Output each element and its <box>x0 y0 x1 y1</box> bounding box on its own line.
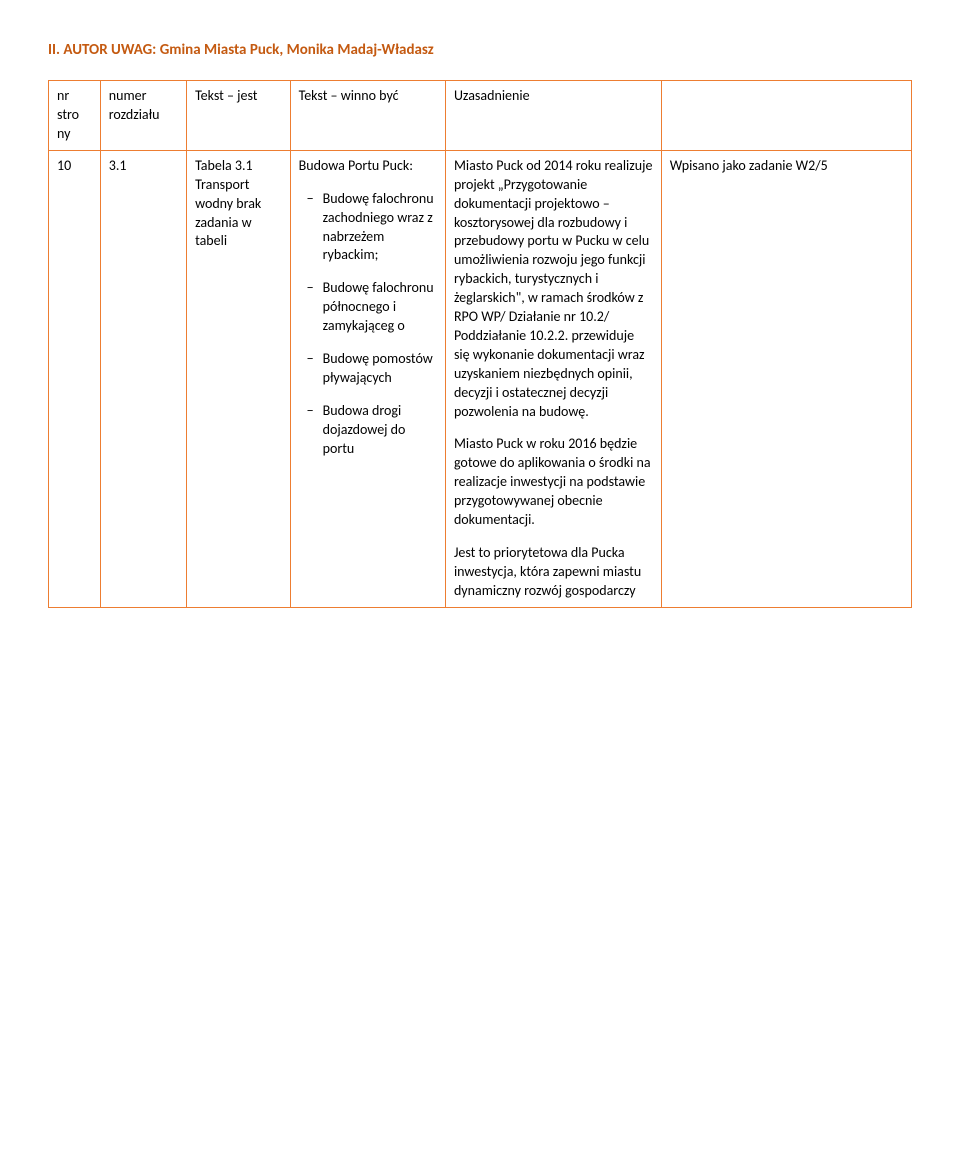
col-text-is: Tekst – jest <box>187 81 291 151</box>
section-heading: II. AUTOR UWAG: Gmina Miasta Puck, Monik… <box>48 40 912 60</box>
cell-page-nr: 10 <box>49 150 101 607</box>
comments-table: nr stro ny numer rozdziału Tekst – jest … <box>48 80 912 607</box>
list-item: Budowa drogi dojazdowej do portu <box>299 402 437 459</box>
justification-p2: Miasto Puck w roku 2016 będzie gotowe do… <box>454 435 653 529</box>
cell-text-is: Tabela 3.1 Transport wodny brak zadania … <box>187 150 291 607</box>
list-item: Budowę falochronu północnego i zamykając… <box>299 279 437 336</box>
c4-lead: Budowa Portu Puck: <box>299 157 437 176</box>
list-item: Budowę falochronu zachodniego wraz z nab… <box>299 190 437 266</box>
c4-list: Budowę falochronu zachodniego wraz z nab… <box>299 190 437 459</box>
justification-p3: Jest to priorytetowa dla Pucka inwestycj… <box>454 544 653 601</box>
col-text-should: Tekst – winno być <box>290 81 445 151</box>
cell-status: Wpisano jako zadanie W2/5 <box>661 150 911 607</box>
col-page-nr: nr stro ny <box>49 81 101 151</box>
list-item: Budowę pomostów pływających <box>299 350 437 388</box>
col-justification: Uzasadnienie <box>445 81 661 151</box>
justification-p1: Miasto Puck od 2014 roku realizuje proje… <box>454 157 653 421</box>
table-row: 10 3.1 Tabela 3.1 Transport wodny brak z… <box>49 150 912 607</box>
cell-justification: Miasto Puck od 2014 roku realizuje proje… <box>445 150 661 607</box>
col-chapter-nr: numer rozdziału <box>100 81 186 151</box>
cell-text-should: Budowa Portu Puck: Budowę falochronu zac… <box>290 150 445 607</box>
cell-chapter-nr: 3.1 <box>100 150 186 607</box>
col-status <box>661 81 911 151</box>
table-header-row: nr stro ny numer rozdziału Tekst – jest … <box>49 81 912 151</box>
